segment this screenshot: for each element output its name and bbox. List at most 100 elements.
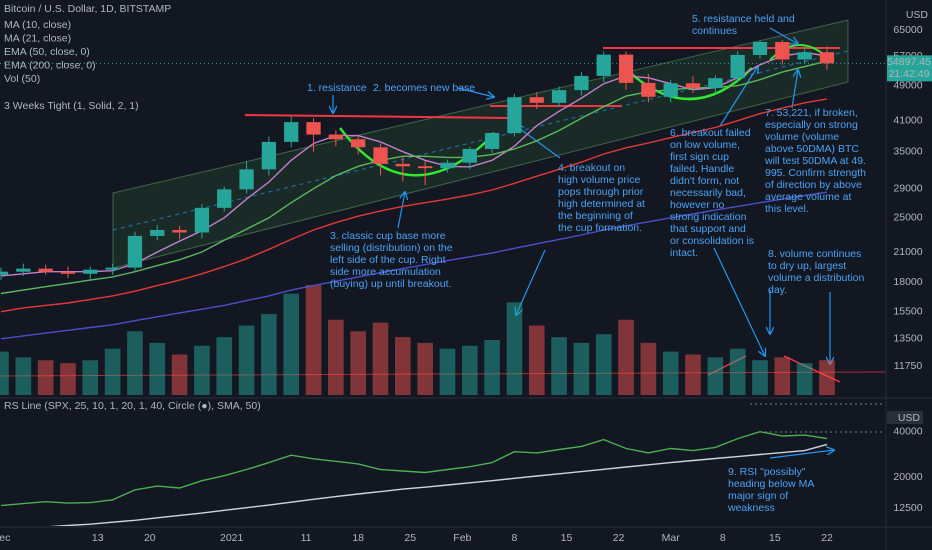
candle-body bbox=[797, 52, 812, 60]
volume-bar bbox=[819, 360, 835, 395]
chart-title: Bitcoin / U.S. Dollar, 1D, BITSTAMP bbox=[4, 3, 171, 15]
candle-body bbox=[551, 90, 567, 103]
volume-bar bbox=[194, 345, 210, 395]
arrow bbox=[769, 27, 798, 44]
y-tick-label: 25000 bbox=[893, 212, 922, 224]
candle-body bbox=[261, 141, 277, 170]
y-tick-label: 40000 bbox=[893, 425, 922, 437]
volume-bar bbox=[328, 319, 344, 395]
candle-body bbox=[663, 83, 678, 97]
candle-body bbox=[38, 268, 53, 272]
legend-entry: MA (21, close) bbox=[4, 32, 71, 44]
volume-bar bbox=[439, 348, 456, 395]
candle-body bbox=[775, 42, 790, 60]
legend-entry: Vol (50) bbox=[4, 73, 40, 85]
volume-bar bbox=[395, 337, 411, 395]
candle-body bbox=[529, 97, 544, 103]
candle-body bbox=[484, 133, 500, 149]
series-line bbox=[0, 60, 828, 295]
candle-body bbox=[708, 78, 723, 89]
annotation: 4. breakout on high volume price pops th… bbox=[558, 162, 645, 234]
volume-bar bbox=[37, 360, 54, 395]
candle-body bbox=[373, 147, 388, 164]
candle-body bbox=[105, 267, 120, 270]
lines bbox=[0, 430, 828, 526]
candle-body bbox=[351, 139, 366, 148]
y-tick-label: 13500 bbox=[893, 333, 922, 345]
volume-bar bbox=[707, 357, 724, 395]
volume-bar bbox=[283, 293, 300, 395]
legend-entry: MA (10, close) bbox=[4, 19, 71, 31]
volume-bar bbox=[506, 302, 523, 395]
x-tick-label: 25 bbox=[404, 532, 416, 544]
volume-bar bbox=[350, 331, 366, 395]
volume-bar bbox=[729, 348, 746, 395]
candle-body bbox=[752, 42, 768, 55]
candle-body bbox=[507, 97, 522, 134]
volume-bar bbox=[618, 319, 634, 395]
candle-body bbox=[730, 54, 745, 79]
candle-body bbox=[328, 134, 343, 140]
candle-body bbox=[83, 269, 98, 274]
candle-body bbox=[217, 189, 232, 208]
candle-body bbox=[462, 148, 477, 163]
x-tick-label: Mar bbox=[662, 532, 681, 544]
y-tick-label: 49000 bbox=[893, 79, 922, 91]
candle-body bbox=[685, 83, 701, 89]
y-tick-label: 65000 bbox=[893, 24, 922, 36]
candle-body bbox=[574, 75, 589, 91]
candle-body bbox=[417, 166, 433, 169]
series-line bbox=[0, 98, 828, 313]
volume-bar bbox=[417, 342, 433, 395]
x-tick-label: 22 bbox=[821, 532, 833, 544]
volume-bar bbox=[238, 325, 255, 395]
y-tick-label: 15500 bbox=[893, 305, 922, 317]
x-tick-label: Dec bbox=[0, 532, 10, 544]
volume-bar bbox=[82, 360, 99, 395]
volume-bar bbox=[0, 351, 9, 395]
x-tick-label: 15 bbox=[561, 532, 573, 544]
volume-bar bbox=[796, 363, 813, 395]
arrow bbox=[769, 450, 834, 459]
volume-bar bbox=[484, 340, 500, 395]
y-tick-label: 11750 bbox=[894, 360, 923, 372]
x-tick-label: 20 bbox=[144, 532, 156, 544]
volume-bar bbox=[104, 348, 121, 395]
candle-body bbox=[440, 162, 455, 169]
arrow bbox=[719, 66, 758, 127]
annotation: 6. breakout failed on low volume, first … bbox=[670, 127, 755, 259]
volume-bar bbox=[372, 322, 389, 395]
y-tick-label: 18000 bbox=[893, 276, 922, 288]
indicator-label: 3 Weeks Tight (1, Solid, 2, 1) bbox=[4, 100, 139, 112]
y-tick-label: 12500 bbox=[893, 502, 922, 514]
currency: USD bbox=[906, 9, 929, 21]
arrow bbox=[457, 87, 494, 97]
y-tick-label: 35000 bbox=[893, 146, 922, 158]
volume-bar bbox=[685, 354, 701, 395]
series-line bbox=[0, 430, 828, 507]
volume-bar bbox=[551, 337, 567, 395]
annotation: 1. resistance bbox=[307, 82, 367, 94]
annotation: 9. RSI "possibly" heading below MA major… bbox=[728, 466, 814, 514]
volume-bar bbox=[15, 357, 32, 395]
candle-body bbox=[641, 82, 656, 97]
candle-body bbox=[284, 122, 299, 142]
candle-body bbox=[395, 163, 410, 167]
annotation: 8. volume continues to dry up, largest v… bbox=[768, 248, 865, 296]
series-line bbox=[48, 443, 828, 526]
annotation: 7. 53,221, if broken, especially on stro… bbox=[765, 107, 866, 215]
volume-bar bbox=[752, 360, 768, 395]
volume-bar bbox=[305, 285, 322, 395]
last-price-box bbox=[887, 55, 932, 82]
countdown: 21:42:49 bbox=[889, 68, 930, 80]
candle-body bbox=[16, 268, 31, 272]
currency-box bbox=[887, 411, 923, 424]
volume-bar bbox=[261, 313, 277, 395]
x-tick-label: 13 bbox=[92, 532, 104, 544]
rs-title: RS Line (SPX, 25, 10, 1, 20, 1, 40, Circ… bbox=[4, 400, 261, 412]
candle-body bbox=[239, 169, 254, 190]
candle-body bbox=[306, 122, 321, 135]
